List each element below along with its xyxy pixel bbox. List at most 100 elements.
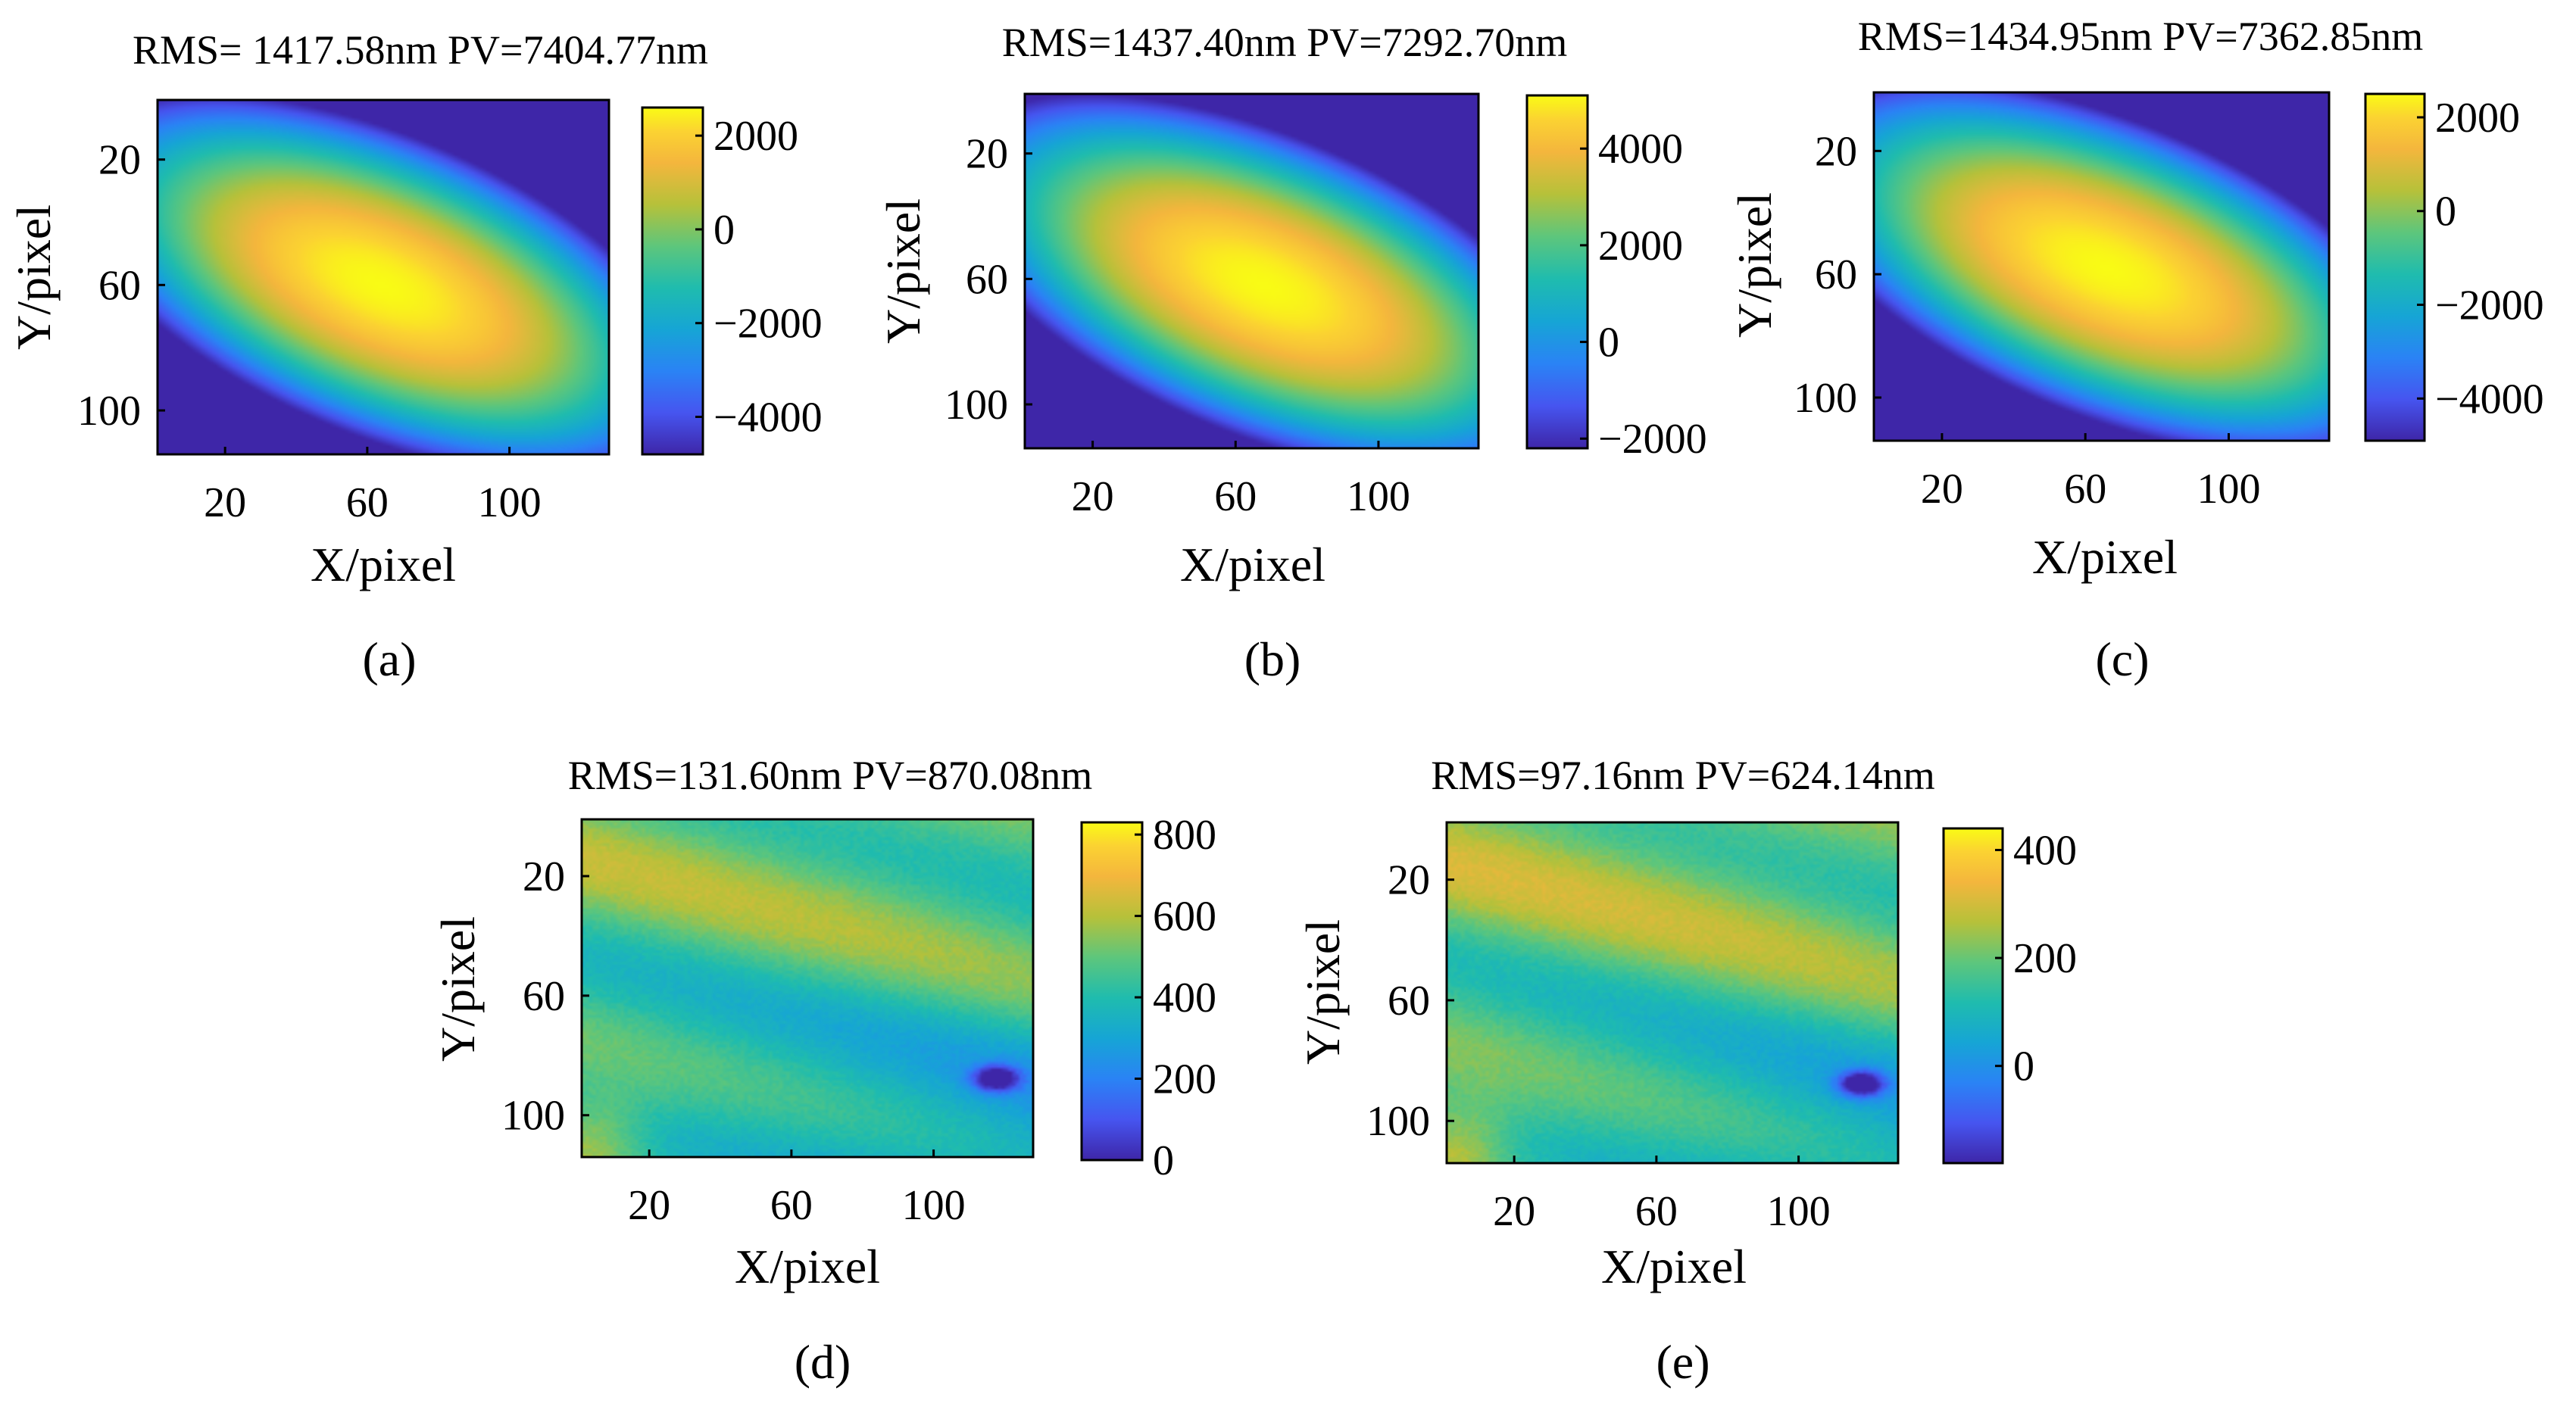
panel-c-colorbar-tick-label: −4000 — [2435, 376, 2544, 423]
panel-a-colorbar — [642, 108, 703, 454]
panel-e-ytick-label: 100 — [1366, 1098, 1430, 1145]
panel-b-yticks: 20 60 100 — [945, 131, 1032, 429]
panel-d-xtick-label: 60 — [770, 1182, 813, 1229]
panel-c: RMS=1434.95nm PV=7362.85nm 20 60 100 20 60 1… — [1728, 14, 2544, 686]
panel-d: RMS=131.60nm PV=870.08nm 20 60 100 20 60 100… — [431, 753, 1216, 1389]
panel-e: RMS=97.16nm PV=624.14nm 20 60 100 2060100 … — [1296, 753, 2077, 1389]
panel-a-ytick-label: 100 — [77, 388, 141, 435]
panel-e-colorbar-ticks: 400 200 0 — [1995, 828, 2077, 1090]
panel-b-colorbar-tick-label: 4000 — [1598, 126, 1683, 173]
panel-b-colorbar — [1527, 95, 1588, 448]
panel-e-colorbar-tick-label: 400 — [2013, 828, 2077, 875]
panel-c-xtick-label: 100 — [2197, 466, 2260, 513]
panel-d-xtick-label: 100 — [902, 1182, 966, 1229]
panel-a-colorbar-tick-label: −4000 — [713, 394, 823, 441]
panel-d-colorbar-ticks: 800 600 400 200 0 — [1135, 812, 1216, 1184]
panel-d-colorbar-tick-label: 200 — [1153, 1056, 1216, 1103]
panel-d-caption: (d) — [795, 1335, 851, 1389]
panel-a-xtick-label: 60 — [346, 479, 389, 526]
panel-a-colorbar-tick-label: 0 — [713, 207, 735, 254]
panel-d-yticks: 20 60 100 — [501, 853, 589, 1140]
panel-b-ytick-label: 60 — [966, 256, 1008, 303]
panel-b-xtick-label: 60 — [1214, 473, 1257, 520]
panel-c-colorbar-ticks: 2000 0 −2000 −4000 — [2417, 95, 2544, 423]
panel-d-xtick-label: 20 — [628, 1182, 670, 1229]
panel-a-colorbar-ticks: 2000 0 −2000 −4000 — [695, 113, 823, 441]
panel-c-title: RMS=1434.95nm PV=7362.85nm — [1858, 14, 2424, 59]
panel-c-caption: (c) — [2095, 632, 2149, 686]
panel-a-yticks: 20 60 100 — [77, 137, 165, 435]
panel-a: RMS= 1417.58nm PV=7404.77nm 20 60 100 20 60… — [7, 27, 823, 686]
panel-d-heatmap — [582, 819, 1033, 1157]
panel-c-heatmap — [1874, 92, 2329, 441]
panel-c-xtick-label: 60 — [2064, 466, 2106, 513]
panel-b-colorbar-ticks: 4000 2000 0 −2000 — [1580, 126, 1707, 463]
panel-a-ylabel: Y/pixel — [7, 204, 61, 350]
panel-b-heatmap — [1025, 94, 1478, 448]
panel-d-ytick-label: 20 — [523, 853, 565, 900]
panel-d-ytick-label: 60 — [523, 973, 565, 1020]
panel-d-xticks: 20 60 100 — [628, 1149, 965, 1229]
panel-e-colorbar-tick-label: 200 — [2013, 935, 2077, 982]
panel-e-xlabel: X/pixel — [1601, 1240, 1747, 1293]
panel-e-heatmap — [1447, 822, 1898, 1163]
panel-b-caption: (b) — [1244, 632, 1301, 686]
panel-e-colorbar — [1944, 828, 2003, 1163]
panel-e-title: RMS=97.16nm PV=624.14nm — [1431, 753, 1935, 798]
panel-b-xtick-label: 20 — [1072, 473, 1114, 520]
panel-d-colorbar-tick-label: 600 — [1153, 894, 1216, 940]
panel-d-ytick-label: 100 — [501, 1093, 565, 1140]
panel-b: RMS=1437.40nm PV=7292.70nm 20 60 100 20 60 1… — [876, 20, 1707, 686]
panel-a-xlabel: X/pixel — [311, 538, 456, 591]
panel-a-xticks: 20 60 100 — [204, 447, 541, 526]
panel-c-colorbar-tick-label: 2000 — [2435, 95, 2520, 142]
panel-c-colorbar — [2365, 94, 2425, 441]
panel-d-colorbar-tick-label: 400 — [1153, 975, 1216, 1022]
panel-e-yticks: 20 60 100 — [1366, 857, 1454, 1146]
panel-b-ytick-label: 20 — [966, 131, 1008, 178]
panel-b-colorbar-tick-label: 2000 — [1598, 223, 1683, 270]
panel-a-caption: (a) — [362, 632, 416, 686]
panel-c-xticks: 20 60 100 — [1921, 433, 2261, 513]
panel-c-ytick-label: 100 — [1794, 375, 1857, 422]
panel-c-ylabel: Y/pixel — [1728, 192, 1781, 338]
panel-a-xtick-label: 100 — [478, 479, 542, 526]
panel-a-title: RMS= 1417.58nm PV=7404.77nm — [133, 27, 708, 73]
panel-b-ylabel: Y/pixel — [876, 198, 930, 344]
panel-b-xticks: 20 60 100 — [1072, 441, 1410, 520]
panel-b-colorbar-tick-label: −2000 — [1598, 416, 1707, 463]
panel-c-ytick-label: 60 — [1815, 251, 1857, 298]
panel-e-ytick-label: 20 — [1388, 857, 1430, 904]
panel-a-ytick-label: 20 — [98, 137, 141, 184]
panel-b-colorbar-tick-label: 0 — [1598, 320, 1619, 367]
panel-c-colorbar-tick-label: 0 — [2435, 189, 2456, 236]
panel-d-colorbar-tick-label: 0 — [1153, 1137, 1174, 1184]
panel-c-xlabel: X/pixel — [2032, 530, 2178, 584]
panel-c-xtick-label: 20 — [1921, 466, 1963, 513]
panel-a-colorbar-tick-label: 2000 — [713, 113, 798, 160]
panel-d-title: RMS=131.60nm PV=870.08nm — [568, 753, 1093, 798]
panel-e-ytick-label: 60 — [1388, 978, 1430, 1025]
panel-e-xtick-label: 100 — [1767, 1188, 1831, 1235]
panel-b-xtick-label: 100 — [1347, 473, 1410, 520]
panel-d-ylabel: Y/pixel — [431, 916, 485, 1062]
panel-c-yticks: 20 60 100 — [1794, 128, 1881, 422]
panel-a-heatmap — [158, 100, 609, 454]
panel-d-colorbar — [1082, 822, 1142, 1160]
panel-e-xtick-label: 20 — [1493, 1188, 1535, 1235]
figure: RMS= 1417.58nm PV=7404.77nm 20 60 100 20 60… — [0, 0, 2576, 1413]
panel-e-xticks: 20 60 100 — [1493, 1156, 1830, 1235]
panel-b-xlabel: X/pixel — [1180, 538, 1325, 591]
panel-c-ytick-label: 20 — [1815, 128, 1857, 175]
panel-a-ytick-label: 60 — [98, 262, 141, 309]
panel-e-caption: (e) — [1656, 1335, 1710, 1389]
panel-a-xtick-label: 20 — [204, 479, 246, 526]
panel-d-colorbar-tick-label: 800 — [1153, 812, 1216, 859]
panel-d-xlabel: X/pixel — [735, 1240, 880, 1293]
panel-a-colorbar-tick-label: −2000 — [713, 301, 823, 348]
panel-e-xtick-label: 60 — [1635, 1188, 1678, 1235]
panel-e-ylabel: Y/pixel — [1296, 919, 1350, 1065]
panel-b-ytick-label: 100 — [945, 382, 1008, 429]
panel-c-colorbar-tick-label: −2000 — [2435, 282, 2544, 329]
panel-b-title: RMS=1437.40nm PV=7292.70nm — [1002, 20, 1568, 65]
